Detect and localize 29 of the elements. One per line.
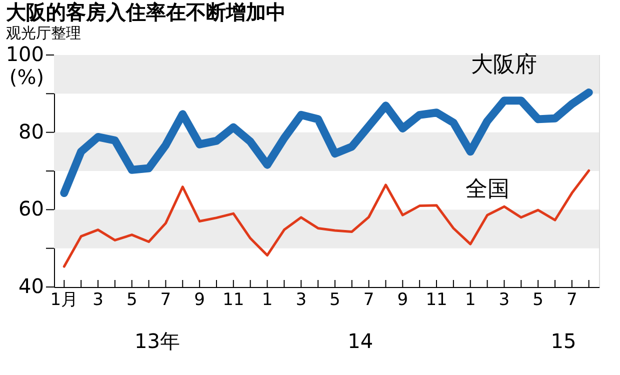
text: 13年 <box>134 329 180 353</box>
text: 15 <box>550 329 576 353</box>
x-tick-label: 5 <box>126 290 138 310</box>
x-tick-label: 7 <box>566 290 578 310</box>
x-tick-label: 1月 <box>50 290 78 310</box>
x-tick-label: 9 <box>397 290 408 310</box>
x-tick-label: 7 <box>363 290 374 310</box>
x-tick-label: 1 <box>262 290 273 310</box>
series-label: 全国 <box>465 177 510 202</box>
x-tick-label: 3 <box>296 290 307 310</box>
y-tick-label: 60 <box>18 196 44 221</box>
x-tick-label: 7 <box>160 290 172 310</box>
x-tick-label: 3 <box>92 290 104 310</box>
x-tick-label: 5 <box>330 290 340 310</box>
x-tick-label: 1 <box>464 290 476 310</box>
x-tick-label: 11 <box>222 290 244 310</box>
y-tick-label: 40 <box>18 274 44 298</box>
chart-title: 大阪的客房入住率在不断增加中 <box>6 0 286 24</box>
series-label: 大阪府 <box>471 52 538 78</box>
chart-subtitle: 观光厅整理 <box>6 24 81 42</box>
y-tick-label: 80 <box>18 119 44 144</box>
text: 14 <box>348 329 374 353</box>
line-series <box>62 169 590 268</box>
x-tick-label: 5 <box>532 290 544 310</box>
y-axis-title: (%) <box>9 65 44 90</box>
y-tick-label: 100 <box>6 42 44 66</box>
x-tick-label: 11 <box>426 290 448 310</box>
x-tick-label: 3 <box>498 290 510 310</box>
x-tick-label: 9 <box>194 290 205 310</box>
